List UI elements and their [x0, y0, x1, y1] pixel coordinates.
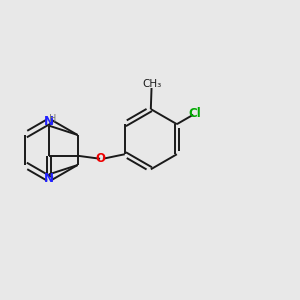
Text: CH₃: CH₃	[142, 80, 161, 89]
Text: Cl: Cl	[189, 107, 202, 120]
Text: O: O	[95, 152, 105, 165]
Text: H: H	[49, 113, 57, 124]
Text: N: N	[44, 115, 54, 128]
Text: N: N	[44, 172, 54, 185]
